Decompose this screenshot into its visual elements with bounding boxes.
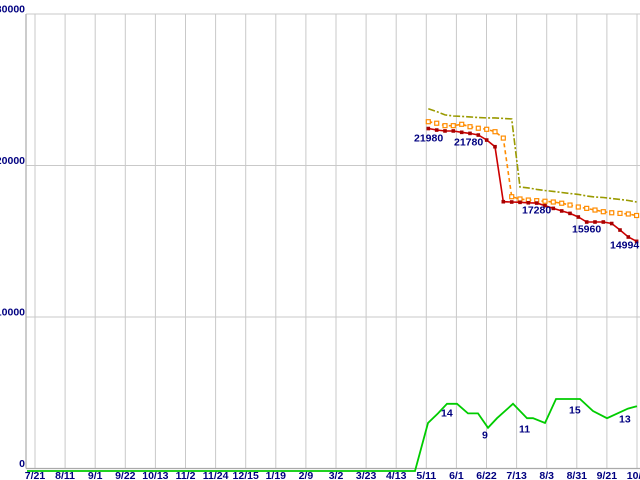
price-point-marker	[443, 129, 447, 133]
price-point-marker	[468, 131, 472, 136]
mid-band-point-marker	[434, 120, 440, 126]
mid-band-point-marker	[425, 119, 431, 125]
mid-band-point-marker	[500, 135, 506, 141]
x-tick-label: 7/21	[25, 470, 46, 480]
mid-band-point-marker	[475, 125, 481, 131]
count-value-label: 13	[619, 414, 631, 426]
price-value-label: 14994	[610, 240, 639, 252]
price-point-marker	[459, 130, 464, 135]
x-tick-label: 6/22	[476, 470, 497, 480]
x-tick-label: 3/23	[356, 470, 377, 480]
x-tick-label: 10/5	[627, 470, 640, 480]
mid-band-point-marker	[484, 126, 490, 132]
mid-band-point-marker	[567, 202, 573, 208]
count-value-label: 9	[482, 430, 488, 442]
mid-band-point-marker	[575, 204, 581, 210]
mid-band-point-marker	[517, 196, 523, 202]
x-tick-label: 9/22	[115, 470, 136, 480]
price-point-marker	[476, 133, 481, 137]
count-value-label: 15	[569, 405, 581, 417]
mid-band-point-marker	[609, 210, 615, 216]
price-point-marker	[609, 221, 614, 226]
price-point-marker	[426, 126, 431, 131]
price-point-marker	[451, 129, 456, 133]
mid-band-point-marker	[600, 209, 606, 215]
price-point-marker	[501, 199, 506, 204]
y-tick-label: 0	[19, 458, 25, 470]
mid-band-point-marker	[584, 205, 590, 211]
price-point-marker	[509, 200, 514, 204]
mid-band-point-marker	[617, 210, 623, 216]
x-tick-label: 11/24	[203, 470, 229, 480]
price-point-marker	[434, 128, 439, 132]
price-point-marker	[634, 239, 639, 244]
x-tick-label: 7/13	[506, 470, 527, 480]
mid-band-point-marker	[625, 211, 631, 217]
price-point-marker	[493, 144, 497, 149]
y-tick-label: 30000	[0, 4, 25, 16]
mid-band-point-marker	[459, 121, 465, 127]
x-tick-label: 2/9	[299, 470, 314, 480]
y-tick-label: 20000	[0, 155, 25, 167]
mid-band-point-marker	[550, 199, 556, 205]
price-point-marker	[584, 220, 589, 224]
price-point-marker	[543, 203, 547, 208]
x-tick-label: 8/31	[567, 470, 588, 480]
mid-band-point-marker	[633, 212, 640, 219]
mid-band-point-marker	[592, 207, 598, 213]
x-tick-label: 6/1	[449, 470, 464, 480]
price-point-marker	[626, 235, 631, 239]
mid-band-point-marker	[450, 123, 456, 129]
price-point-marker	[534, 201, 539, 205]
count-line	[27, 398, 638, 472]
upper-band-line	[428, 108, 637, 203]
x-tick-label: 10/13	[142, 470, 168, 480]
price-value-label: 17280	[522, 205, 551, 217]
price-point-marker	[559, 209, 564, 213]
price-point-marker	[593, 220, 597, 224]
x-tick-label: 11/2	[176, 470, 196, 480]
mid-band-point-marker	[467, 124, 473, 130]
count-value-label: 11	[519, 424, 530, 436]
x-tick-label: 8/11	[55, 470, 75, 480]
price-point-marker	[484, 138, 489, 142]
price-point-marker	[601, 220, 606, 224]
x-tick-label: 12/15	[233, 470, 259, 480]
x-tick-label: 1/19	[266, 470, 287, 480]
x-tick-label: 9/1	[88, 470, 103, 480]
mid-band-point-marker	[542, 198, 548, 204]
price-value-label: 21780	[454, 137, 483, 149]
price-point-marker	[518, 200, 522, 205]
x-tick-label: 9/21	[597, 470, 618, 480]
price-value-label: 21980	[414, 133, 443, 145]
mid-band-point-marker	[559, 200, 565, 206]
y-tick-label: 10000	[0, 307, 25, 319]
x-tick-label: 8/3	[539, 470, 554, 480]
price-point-marker	[551, 206, 556, 211]
price-value-label: 15960	[572, 224, 601, 236]
price-point-marker	[576, 215, 581, 219]
x-tick-label: 3/2	[329, 470, 344, 480]
count-value-label: 14	[441, 408, 453, 420]
mid-band-point-marker	[509, 194, 515, 200]
price-point-marker	[618, 228, 622, 232]
mid-band-point-marker	[492, 129, 498, 135]
mid-band-point-marker	[442, 123, 448, 129]
price-point-marker	[526, 200, 531, 205]
x-tick-label: 5/11	[416, 470, 436, 480]
x-tick-label: 4/13	[386, 470, 407, 480]
price-point-marker	[568, 211, 572, 216]
